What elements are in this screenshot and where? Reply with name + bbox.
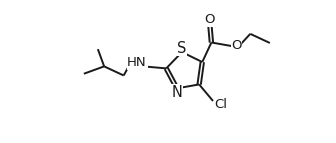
Text: HN: HN xyxy=(127,56,147,69)
Text: O: O xyxy=(205,13,215,26)
Text: Cl: Cl xyxy=(214,98,227,111)
Text: S: S xyxy=(177,41,186,56)
Text: N: N xyxy=(171,85,182,100)
Text: O: O xyxy=(231,39,242,52)
